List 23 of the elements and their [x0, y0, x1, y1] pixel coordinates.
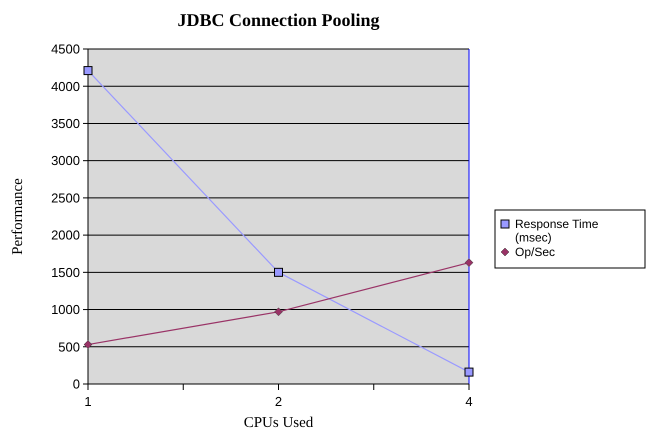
y-tick-label: 4000: [51, 78, 80, 94]
point: [464, 368, 474, 377]
point: [464, 258, 474, 267]
chart-title: JDBC Connection Pooling: [177, 10, 380, 30]
y-tick-label: 2000: [51, 228, 80, 243]
y-axis-title: Performance: [10, 178, 26, 255]
point: [274, 308, 283, 316]
y-tick-label: 3500: [51, 116, 80, 131]
y-tick-label: 4500: [51, 42, 80, 57]
y-tick-label: 3000: [51, 153, 80, 168]
point: [84, 66, 92, 76]
x-axis-title: CPUs Used: [244, 415, 314, 431]
x-tick-label: 4: [465, 394, 473, 409]
y-tick-label: 1500: [51, 264, 80, 280]
y-tick-label: 2500: [51, 190, 80, 206]
legend-label: Op/Sec: [515, 245, 556, 260]
point: [274, 268, 283, 277]
y-tick-label: 500: [58, 339, 80, 354]
x-tick-label: 2: [274, 394, 282, 409]
y-tick-label: 1000: [51, 302, 80, 318]
y-tick-label: 0: [72, 376, 80, 392]
legend-label: Response Time (msec): [515, 217, 599, 244]
x-tick-label: 1: [84, 394, 92, 409]
